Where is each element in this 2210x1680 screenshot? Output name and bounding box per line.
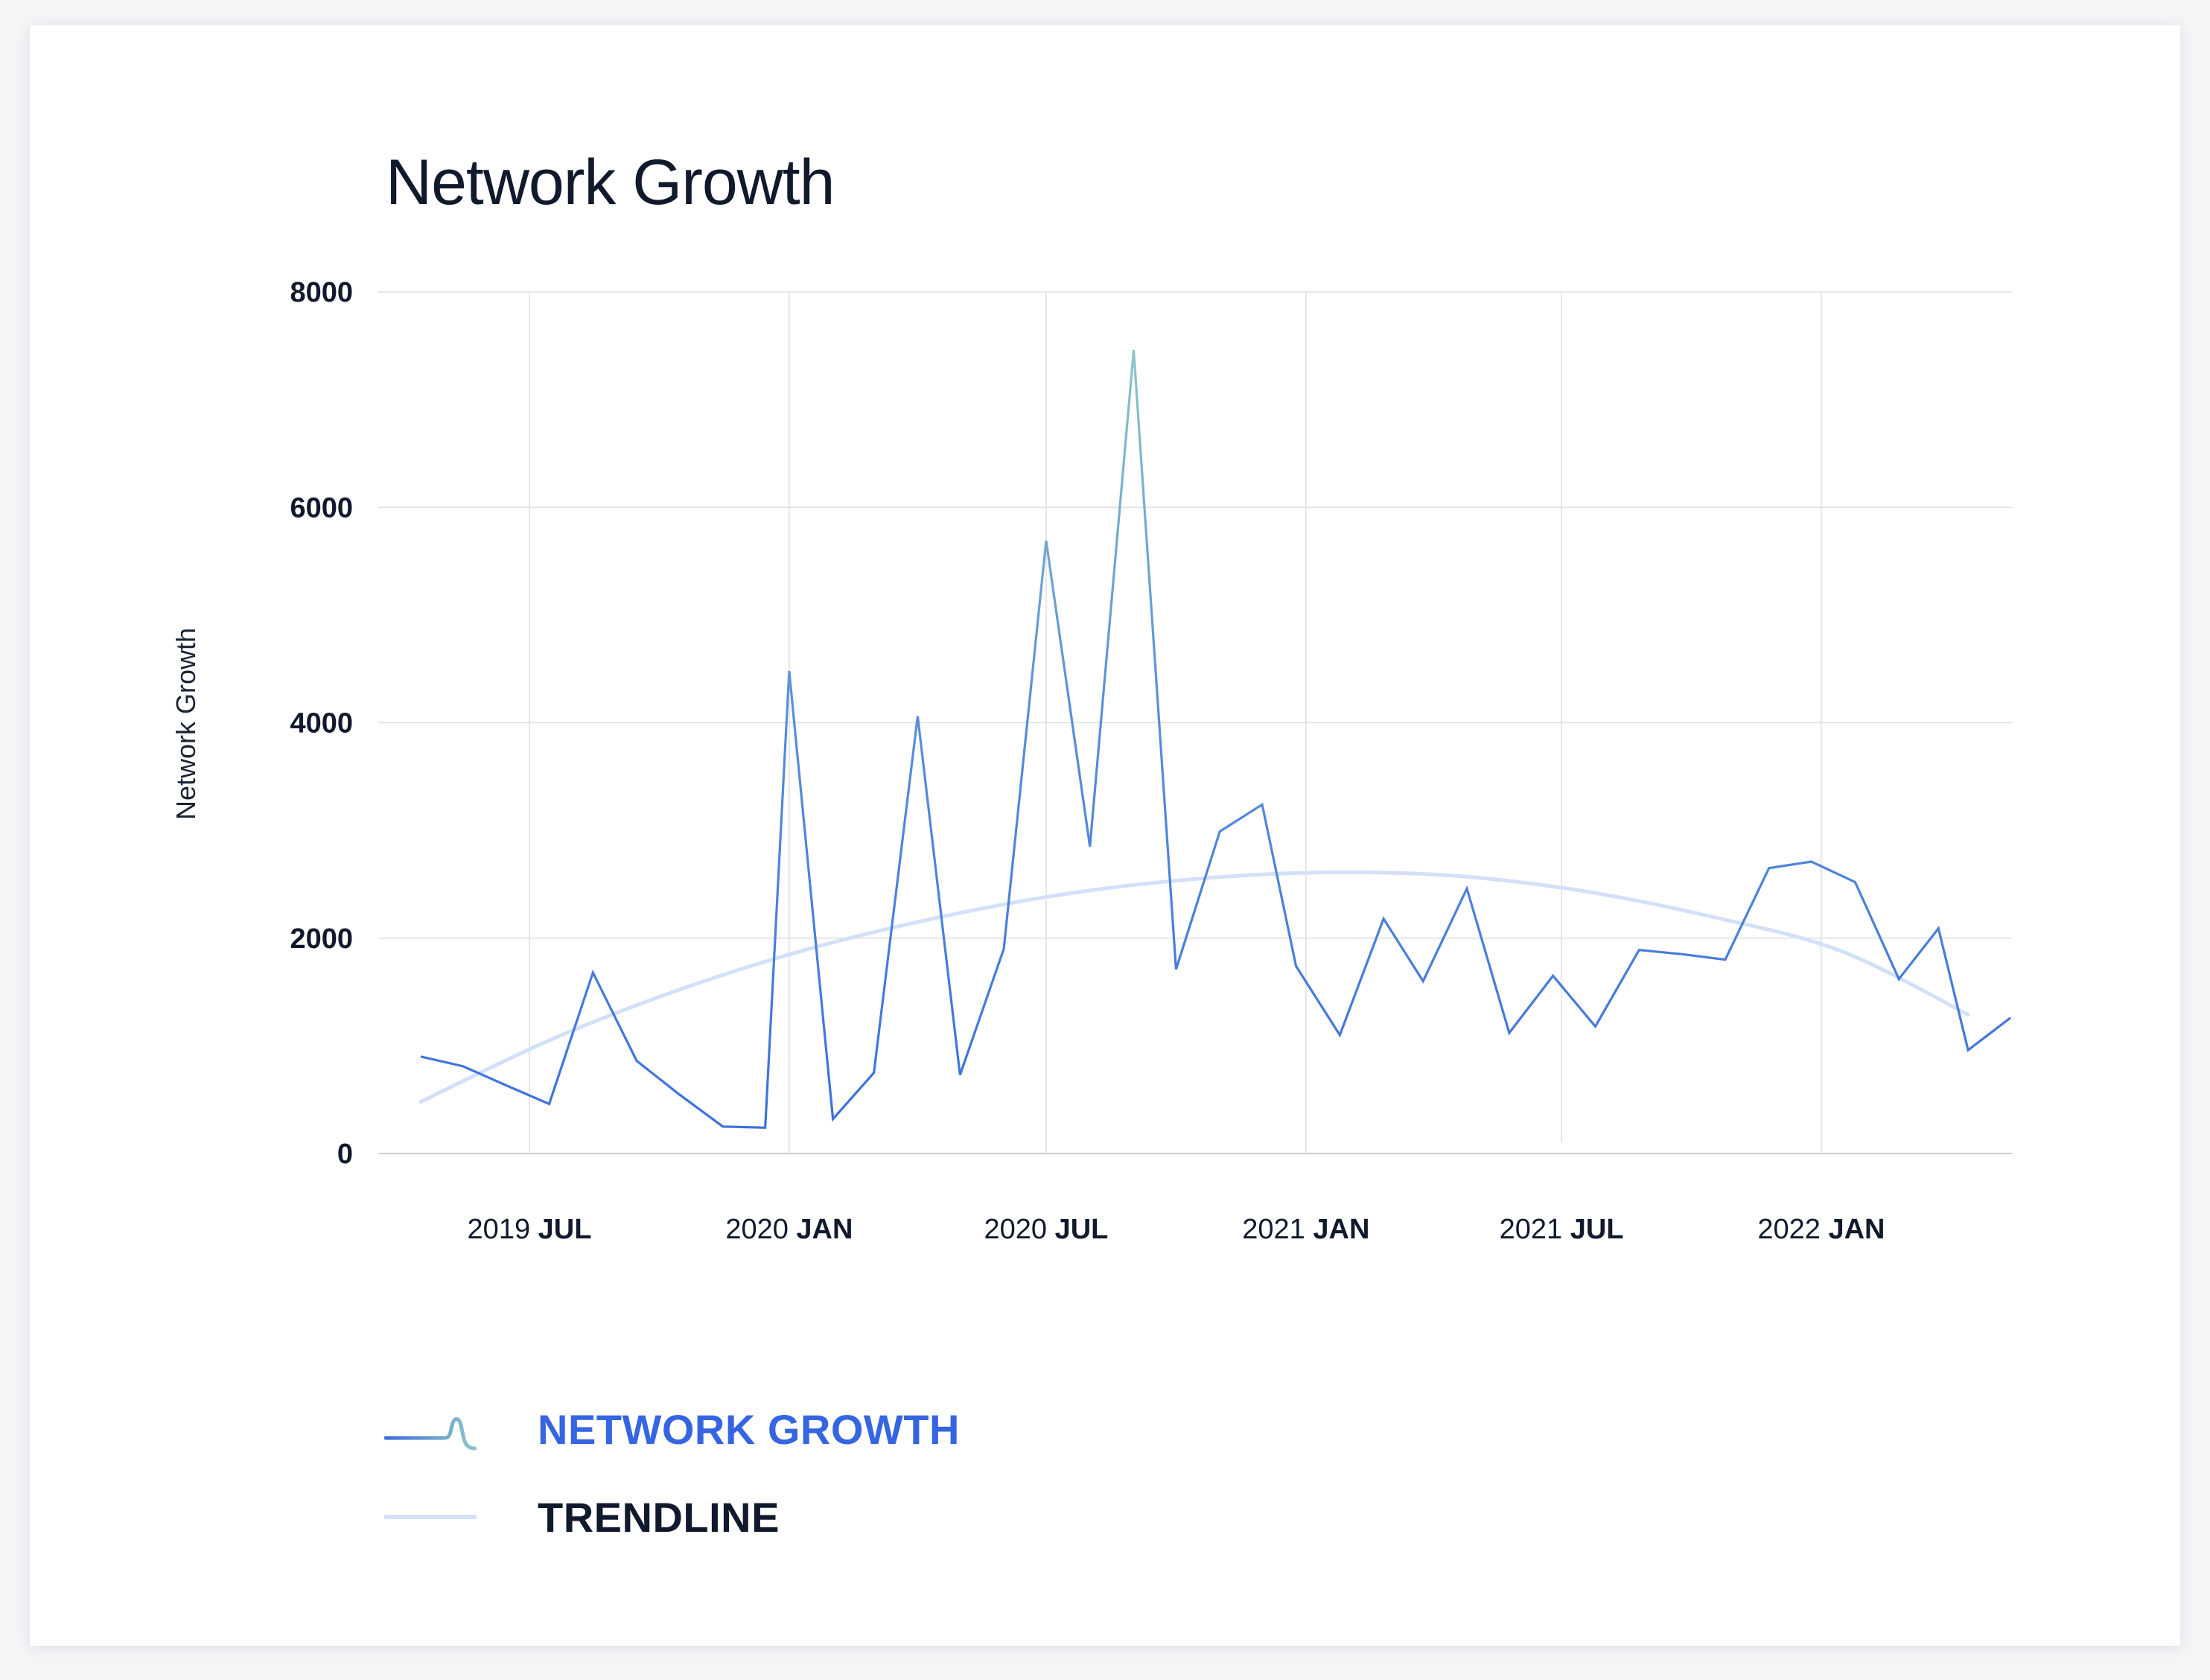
- data-point[interactable]: [1721, 955, 1730, 964]
- grid: [378, 291, 2012, 1154]
- legend-label-trendline: TRENDLINE: [538, 1493, 780, 1541]
- data-point[interactable]: [1549, 971, 1558, 980]
- network-growth-series: [420, 349, 2011, 1129]
- x-tick-label: 2020 JAN: [725, 1214, 853, 1245]
- data-point[interactable]: [999, 944, 1008, 953]
- trendline-series: [418, 870, 1970, 1104]
- data-point[interactable]: [829, 1115, 838, 1124]
- x-tick-label: 2019 JUL: [468, 1214, 592, 1245]
- data-point[interactable]: [1215, 827, 1224, 836]
- legend: NETWORK GROWTH TRENDLINE: [384, 1385, 960, 1561]
- y-tick-label: 0: [337, 1139, 353, 1170]
- data-point[interactable]: [1591, 1022, 1600, 1031]
- data-point[interactable]: [1379, 914, 1388, 923]
- x-tick-label: 2021 JAN: [1242, 1214, 1369, 1245]
- data-point[interactable]: [1042, 536, 1051, 545]
- series: [416, 346, 2015, 1132]
- data-point[interactable]: [1418, 977, 1427, 986]
- data-point[interactable]: [1678, 949, 1687, 958]
- legend-item-network-growth[interactable]: NETWORK GROWTH: [384, 1385, 960, 1473]
- data-point[interactable]: [1934, 924, 1943, 933]
- data-point[interactable]: [1462, 884, 1471, 893]
- data-point[interactable]: [761, 1123, 770, 1132]
- data-point[interactable]: [1850, 878, 1859, 887]
- data-point[interactable]: [2006, 1014, 2015, 1022]
- data-point[interactable]: [1086, 842, 1095, 851]
- data-point[interactable]: [416, 1052, 425, 1061]
- data-point[interactable]: [675, 1089, 684, 1098]
- data-point[interactable]: [1894, 975, 1903, 984]
- y-tick-label: 6000: [290, 492, 353, 524]
- data-point[interactable]: [719, 1122, 727, 1131]
- data-point[interactable]: [1292, 961, 1301, 970]
- legend-item-trendline[interactable]: TRENDLINE: [384, 1473, 960, 1561]
- data-point[interactable]: [545, 1099, 554, 1108]
- y-axis-ticks: 0 2000 4000 6000 8000: [290, 277, 353, 1170]
- data-point[interactable]: [1171, 965, 1180, 974]
- legend-label-network-growth: NETWORK GROWTH: [538, 1405, 960, 1453]
- y-axis-label: Network Growth: [171, 628, 201, 820]
- x-tick-label: 2022 JAN: [1757, 1214, 1885, 1245]
- data-point[interactable]: [1258, 800, 1267, 809]
- data-point[interactable]: [503, 1081, 512, 1090]
- data-point[interactable]: [632, 1057, 641, 1066]
- data-point[interactable]: [1765, 864, 1774, 873]
- data-point[interactable]: [459, 1062, 468, 1071]
- trendline-swatch-icon: [384, 1515, 477, 1519]
- data-point[interactable]: [913, 712, 922, 721]
- network-growth-swatch-icon: [384, 1417, 477, 1451]
- data-point[interactable]: [1964, 1046, 1972, 1054]
- y-tick-label: 4000: [290, 708, 353, 739]
- data-point[interactable]: [588, 968, 597, 977]
- x-tick-label: 2021 JUL: [1500, 1214, 1624, 1245]
- y-tick-label: 8000: [290, 277, 353, 308]
- y-tick-label: 2000: [290, 923, 353, 955]
- data-point[interactable]: [1505, 1028, 1514, 1037]
- data-point[interactable]: [785, 666, 794, 675]
- data-point[interactable]: [870, 1069, 879, 1078]
- x-tick-label: 2020 JUL: [984, 1214, 1109, 1245]
- data-point[interactable]: [1807, 857, 1816, 866]
- chart-title: Network Growth: [386, 147, 835, 218]
- data-point[interactable]: [955, 1070, 964, 1079]
- data-point[interactable]: [1335, 1031, 1344, 1040]
- x-axis-ticks: 2019 JUL 2020 JAN 2020 JUL 2021 JAN 2021 JUL…: [468, 1214, 1885, 1245]
- data-point[interactable]: [1634, 946, 1643, 955]
- data-point[interactable]: [1130, 346, 1139, 354]
